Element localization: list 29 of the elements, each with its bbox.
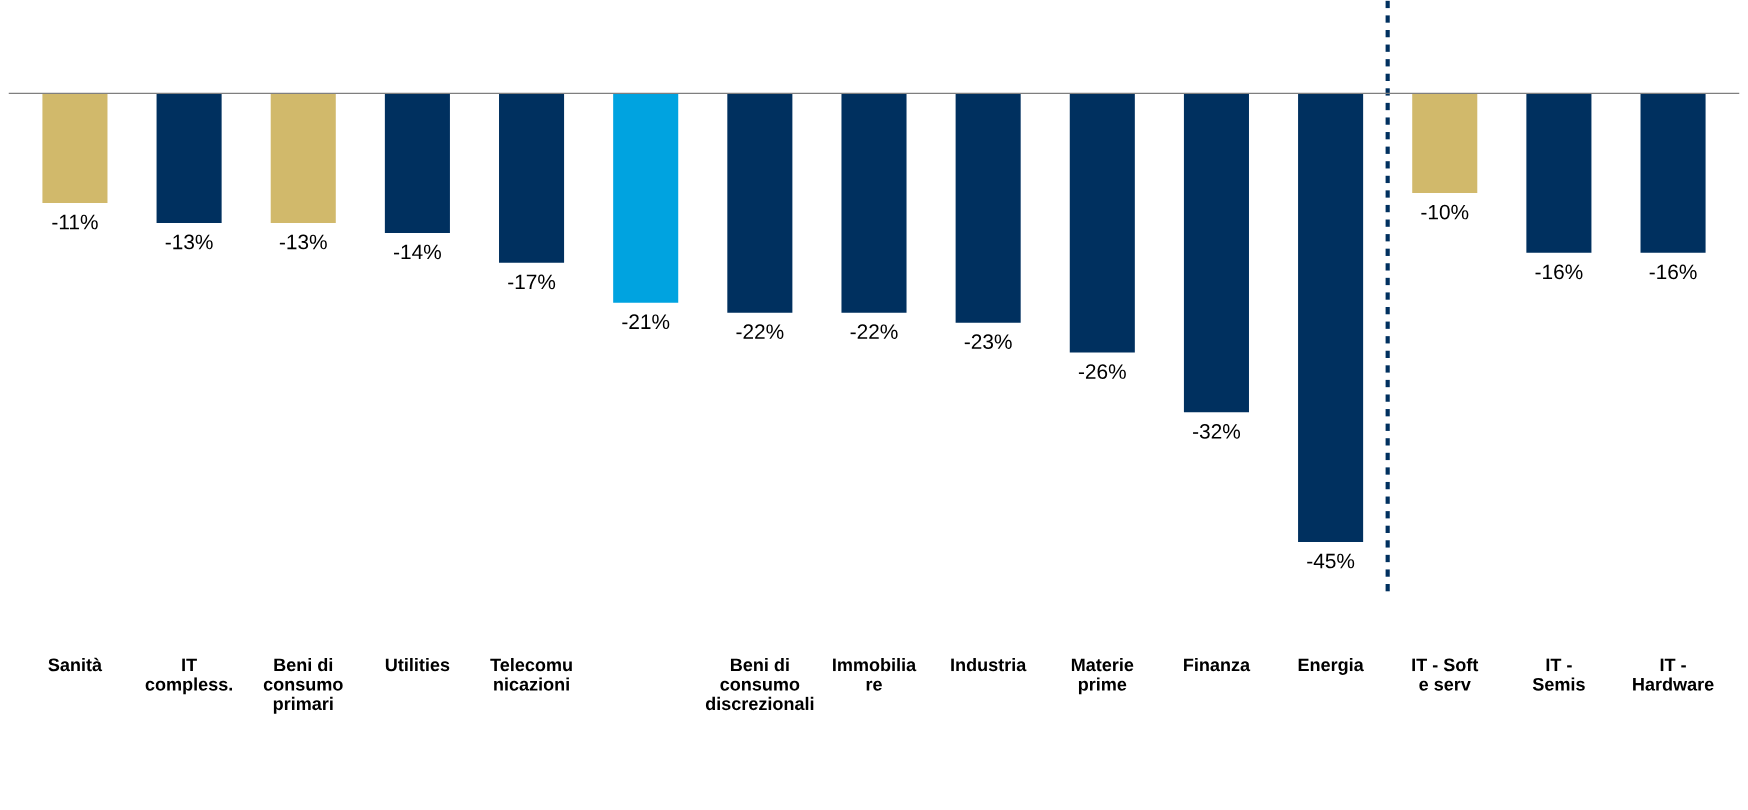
data-label: -26% (1078, 364, 1126, 379)
data-label: -13% (279, 234, 327, 250)
x-tick-label: Beni di consumo primari (263, 657, 343, 714)
x-tick-label: Energia (1298, 657, 1364, 675)
data-label: -32% (1193, 424, 1241, 439)
x-tick-label: IT - Semis (1532, 658, 1585, 691)
x-tick-label: Sanità (48, 657, 103, 672)
data-label: -10% (1421, 204, 1469, 220)
data-label: -23% (964, 334, 1012, 350)
x-tick-label: Telecomu nicazioni (490, 657, 572, 691)
x-tick-label: Industria (951, 657, 1027, 672)
x-tick-label: IT compless. (145, 658, 233, 695)
x-tick-label: Materie prime (1071, 657, 1134, 695)
data-label: -14% (394, 244, 441, 260)
data-label: -11% (52, 214, 98, 230)
x-tick-label: Finanza (1184, 657, 1251, 672)
data-label: -22% (736, 324, 784, 339)
data-label: -16% (1535, 264, 1583, 280)
x-tick-label: Immobilia re (833, 657, 917, 691)
x-tick-label: Utilities (385, 657, 450, 672)
data-label: -17% (508, 274, 556, 290)
x-tick-label: IT - Soft e serv (1412, 657, 1479, 691)
data-label: -13% (165, 234, 213, 250)
x-tick-label: IT - Hardware (1633, 658, 1714, 691)
data-label: -45% (1307, 553, 1355, 569)
data-label: -21% (622, 314, 670, 330)
x-tick-label: Beni di consumo discrezionali (705, 657, 814, 711)
data-label: -16% (1649, 264, 1697, 280)
data-label: -22% (850, 324, 898, 339)
